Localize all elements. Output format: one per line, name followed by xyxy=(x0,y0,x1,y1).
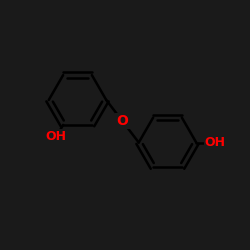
Text: OH: OH xyxy=(46,130,67,143)
Text: OH: OH xyxy=(204,136,226,149)
Text: O: O xyxy=(116,114,128,128)
